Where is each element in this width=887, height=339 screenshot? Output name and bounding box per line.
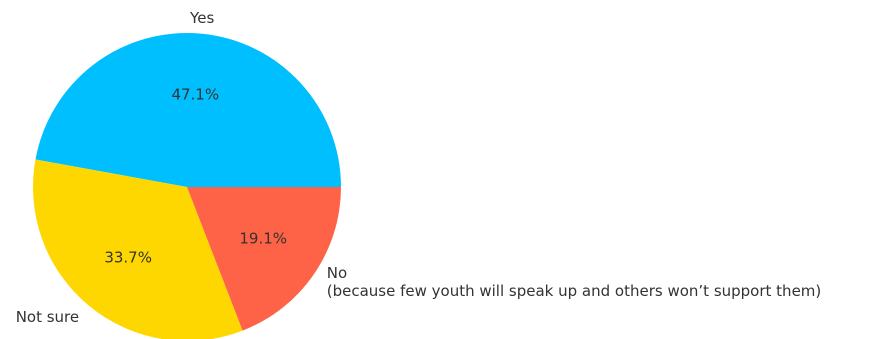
category-label-not-sure: Not sure [16,308,79,326]
slice-not-sure [33,159,243,339]
slice-yes [35,33,341,188]
category-label-no: No (because few youth will speak up and o… [327,264,822,300]
category-label-yes: Yes [189,9,214,27]
percent-label-yes: 47.1% [171,85,219,103]
percent-label-no: 19.1% [239,230,287,248]
percent-label-not-sure: 33.7% [104,249,152,267]
pie-labels: 47.1% Yes 33.7% Not sure 19.1% No (because few… [16,9,822,326]
slice-no [187,187,341,331]
pie-slices [33,33,341,339]
